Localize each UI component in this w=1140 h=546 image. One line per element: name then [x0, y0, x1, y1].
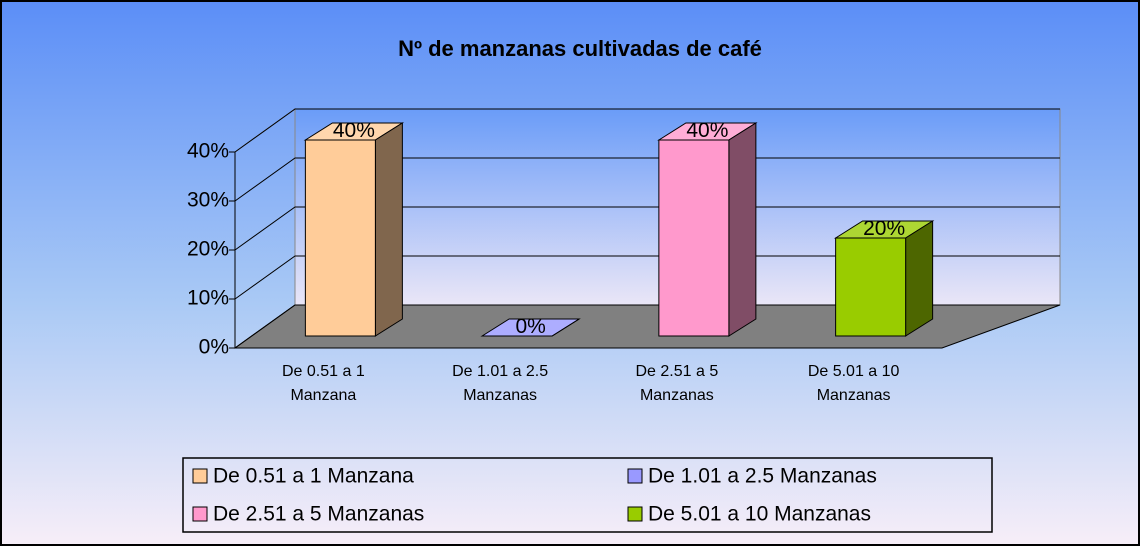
x-tick-label: De 2.51 a 5 Manzanas [635, 363, 719, 404]
value-label: 20% [863, 217, 905, 240]
bar-side [905, 220, 934, 337]
legend-label: De 1.01 a 2.5 Manzanas [648, 465, 877, 488]
legend-label: De 2.51 a 5 Manzanas [213, 503, 424, 526]
y-tick-label: 40% [187, 140, 229, 163]
y-tick-label: 30% [187, 189, 229, 212]
grid-line [234, 157, 1060, 202]
x-tick-label-box: De 5.01 a 10 Manzanas [807, 363, 900, 404]
x-tick-label: De 5.01 a 10 Manzanas [807, 363, 900, 404]
y-tick-label: 20% [187, 238, 229, 261]
y-tick-label: 0% [199, 336, 229, 359]
x-tick-label: De 0.51 a 1 Manzana [282, 363, 365, 404]
legend-label: De 5.01 a 10 Manzanas [648, 503, 871, 526]
grid-line [234, 108, 1060, 153]
legend [182, 457, 993, 533]
legend-swatch [627, 468, 643, 484]
y-tick-label: 10% [187, 287, 229, 310]
bar-side [551, 318, 580, 337]
bar [835, 237, 907, 337]
grid-line [234, 206, 1060, 251]
legend-swatch [192, 506, 208, 522]
x-tick-label-box: De 0.51 a 1 Manzana [282, 363, 365, 404]
value-label: 40% [686, 119, 728, 142]
x-tick-label: De 1.01 a 2.5 Manzanas [452, 363, 549, 404]
x-tick-label-box: De 2.51 a 5 Manzanas [635, 363, 719, 404]
legend-swatch [192, 468, 208, 484]
grid-line [234, 255, 1060, 300]
legend-label: De 0.51 a 1 Manzana [213, 465, 414, 488]
bar [304, 139, 376, 337]
x-tick-label-box: De 1.01 a 2.5 Manzanas [452, 363, 549, 404]
chart-title: Nº de manzanas cultivadas de café [398, 36, 762, 61]
value-label: 0% [515, 315, 545, 338]
bar [658, 139, 730, 337]
grid-line [234, 304, 1060, 349]
bar-side [728, 122, 757, 337]
value-label: 40% [333, 119, 375, 142]
bar-side [374, 122, 403, 337]
legend-swatch [627, 506, 643, 522]
